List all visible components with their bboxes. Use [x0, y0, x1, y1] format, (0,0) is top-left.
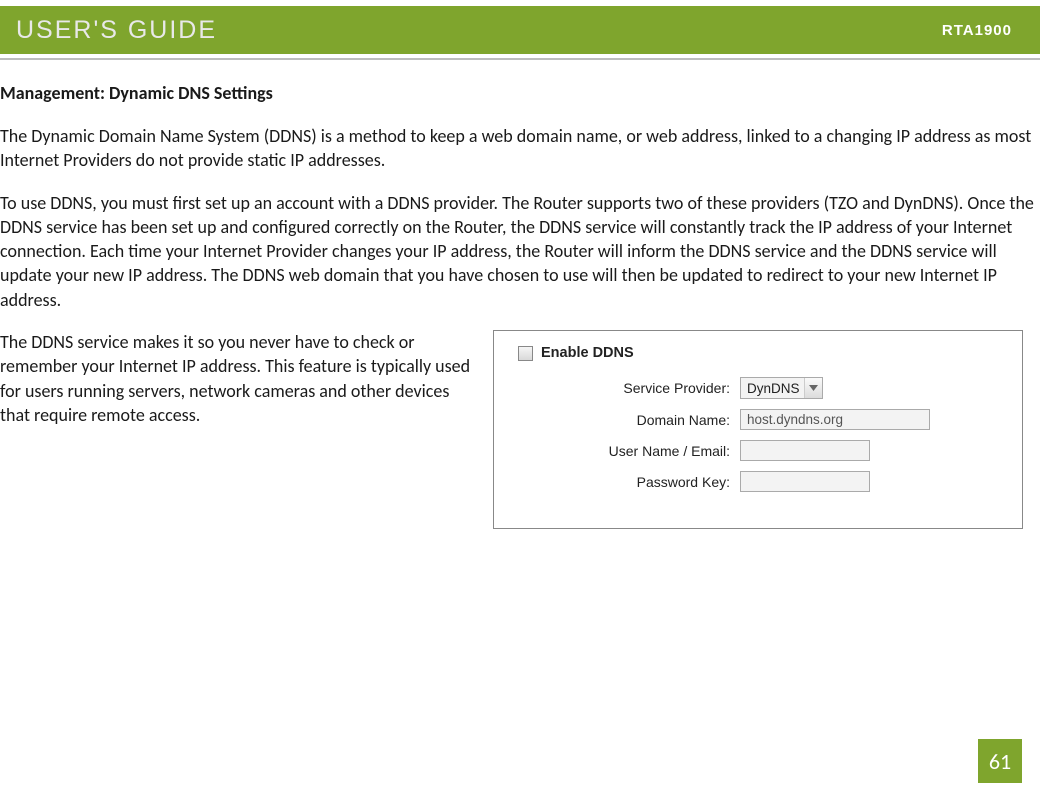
enable-ddns-row: Enable DDNS — [510, 345, 1006, 361]
service-provider-label: Service Provider: — [510, 380, 740, 396]
enable-ddns-checkbox[interactable] — [518, 346, 533, 361]
domain-name-row: Domain Name: host.dyndns.org — [510, 409, 1006, 430]
domain-name-input[interactable]: host.dyndns.org — [740, 409, 930, 430]
domain-name-label: Domain Name: — [510, 412, 740, 428]
password-row: Password Key: — [510, 471, 1006, 492]
lower-row: The DDNS service makes it so you never h… — [0, 330, 1036, 529]
page-number: 61 — [978, 739, 1022, 783]
header-model: RTA1900 — [942, 22, 1012, 39]
service-provider-value: DynDNS — [747, 381, 800, 396]
service-provider-row: Service Provider: DynDNS — [510, 377, 1006, 399]
paragraph-1: The Dynamic Domain Name System (DDNS) is… — [0, 124, 1036, 173]
service-provider-select[interactable]: DynDNS — [740, 377, 823, 399]
chevron-down-icon — [804, 378, 822, 398]
username-input[interactable] — [740, 440, 870, 461]
ddns-settings-panel: Enable DDNS Service Provider: DynDNS Dom… — [493, 330, 1023, 529]
password-label: Password Key: — [510, 474, 740, 490]
enable-ddns-label: Enable DDNS — [541, 345, 634, 361]
content-area: Management: Dynamic DNS Settings The Dyn… — [0, 82, 1040, 529]
section-title: Management: Dynamic DNS Settings — [0, 82, 1036, 104]
header-bar: USER'S GUIDE RTA1900 — [0, 6, 1040, 54]
username-row: User Name / Email: — [510, 440, 1006, 461]
username-label: User Name / Email: — [510, 443, 740, 459]
domain-name-value: host.dyndns.org — [747, 412, 843, 427]
paragraph-2: To use DDNS, you must first set up an ac… — [0, 191, 1036, 312]
paragraph-3: The DDNS service makes it so you never h… — [0, 330, 475, 427]
password-input[interactable] — [740, 471, 870, 492]
header-title: USER'S GUIDE — [16, 16, 217, 45]
header-underline — [0, 58, 1040, 60]
